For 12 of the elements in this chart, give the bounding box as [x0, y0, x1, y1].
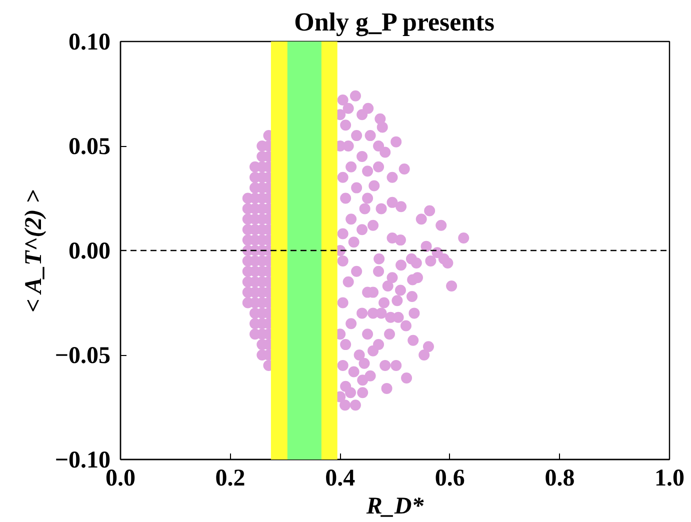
y-tick-label: −0.05	[54, 343, 111, 369]
y-tick-label: 0.10	[68, 30, 110, 56]
chart-title: Only g_P presents	[294, 8, 494, 36]
y-tick-label: 0.00	[68, 238, 110, 264]
x-tick-label: 0.8	[544, 466, 575, 492]
x-tick-label: 1.0	[654, 466, 684, 492]
y-axis-title: < A_T^(2) >	[20, 190, 47, 312]
x-tick-label: 0.6	[434, 466, 465, 492]
x-axis-title: R_D*	[365, 494, 425, 520]
x-tick-label: 0.2	[215, 466, 246, 492]
y-tick-label: 0.05	[68, 134, 110, 160]
x-tick-label: 0.4	[325, 466, 356, 492]
